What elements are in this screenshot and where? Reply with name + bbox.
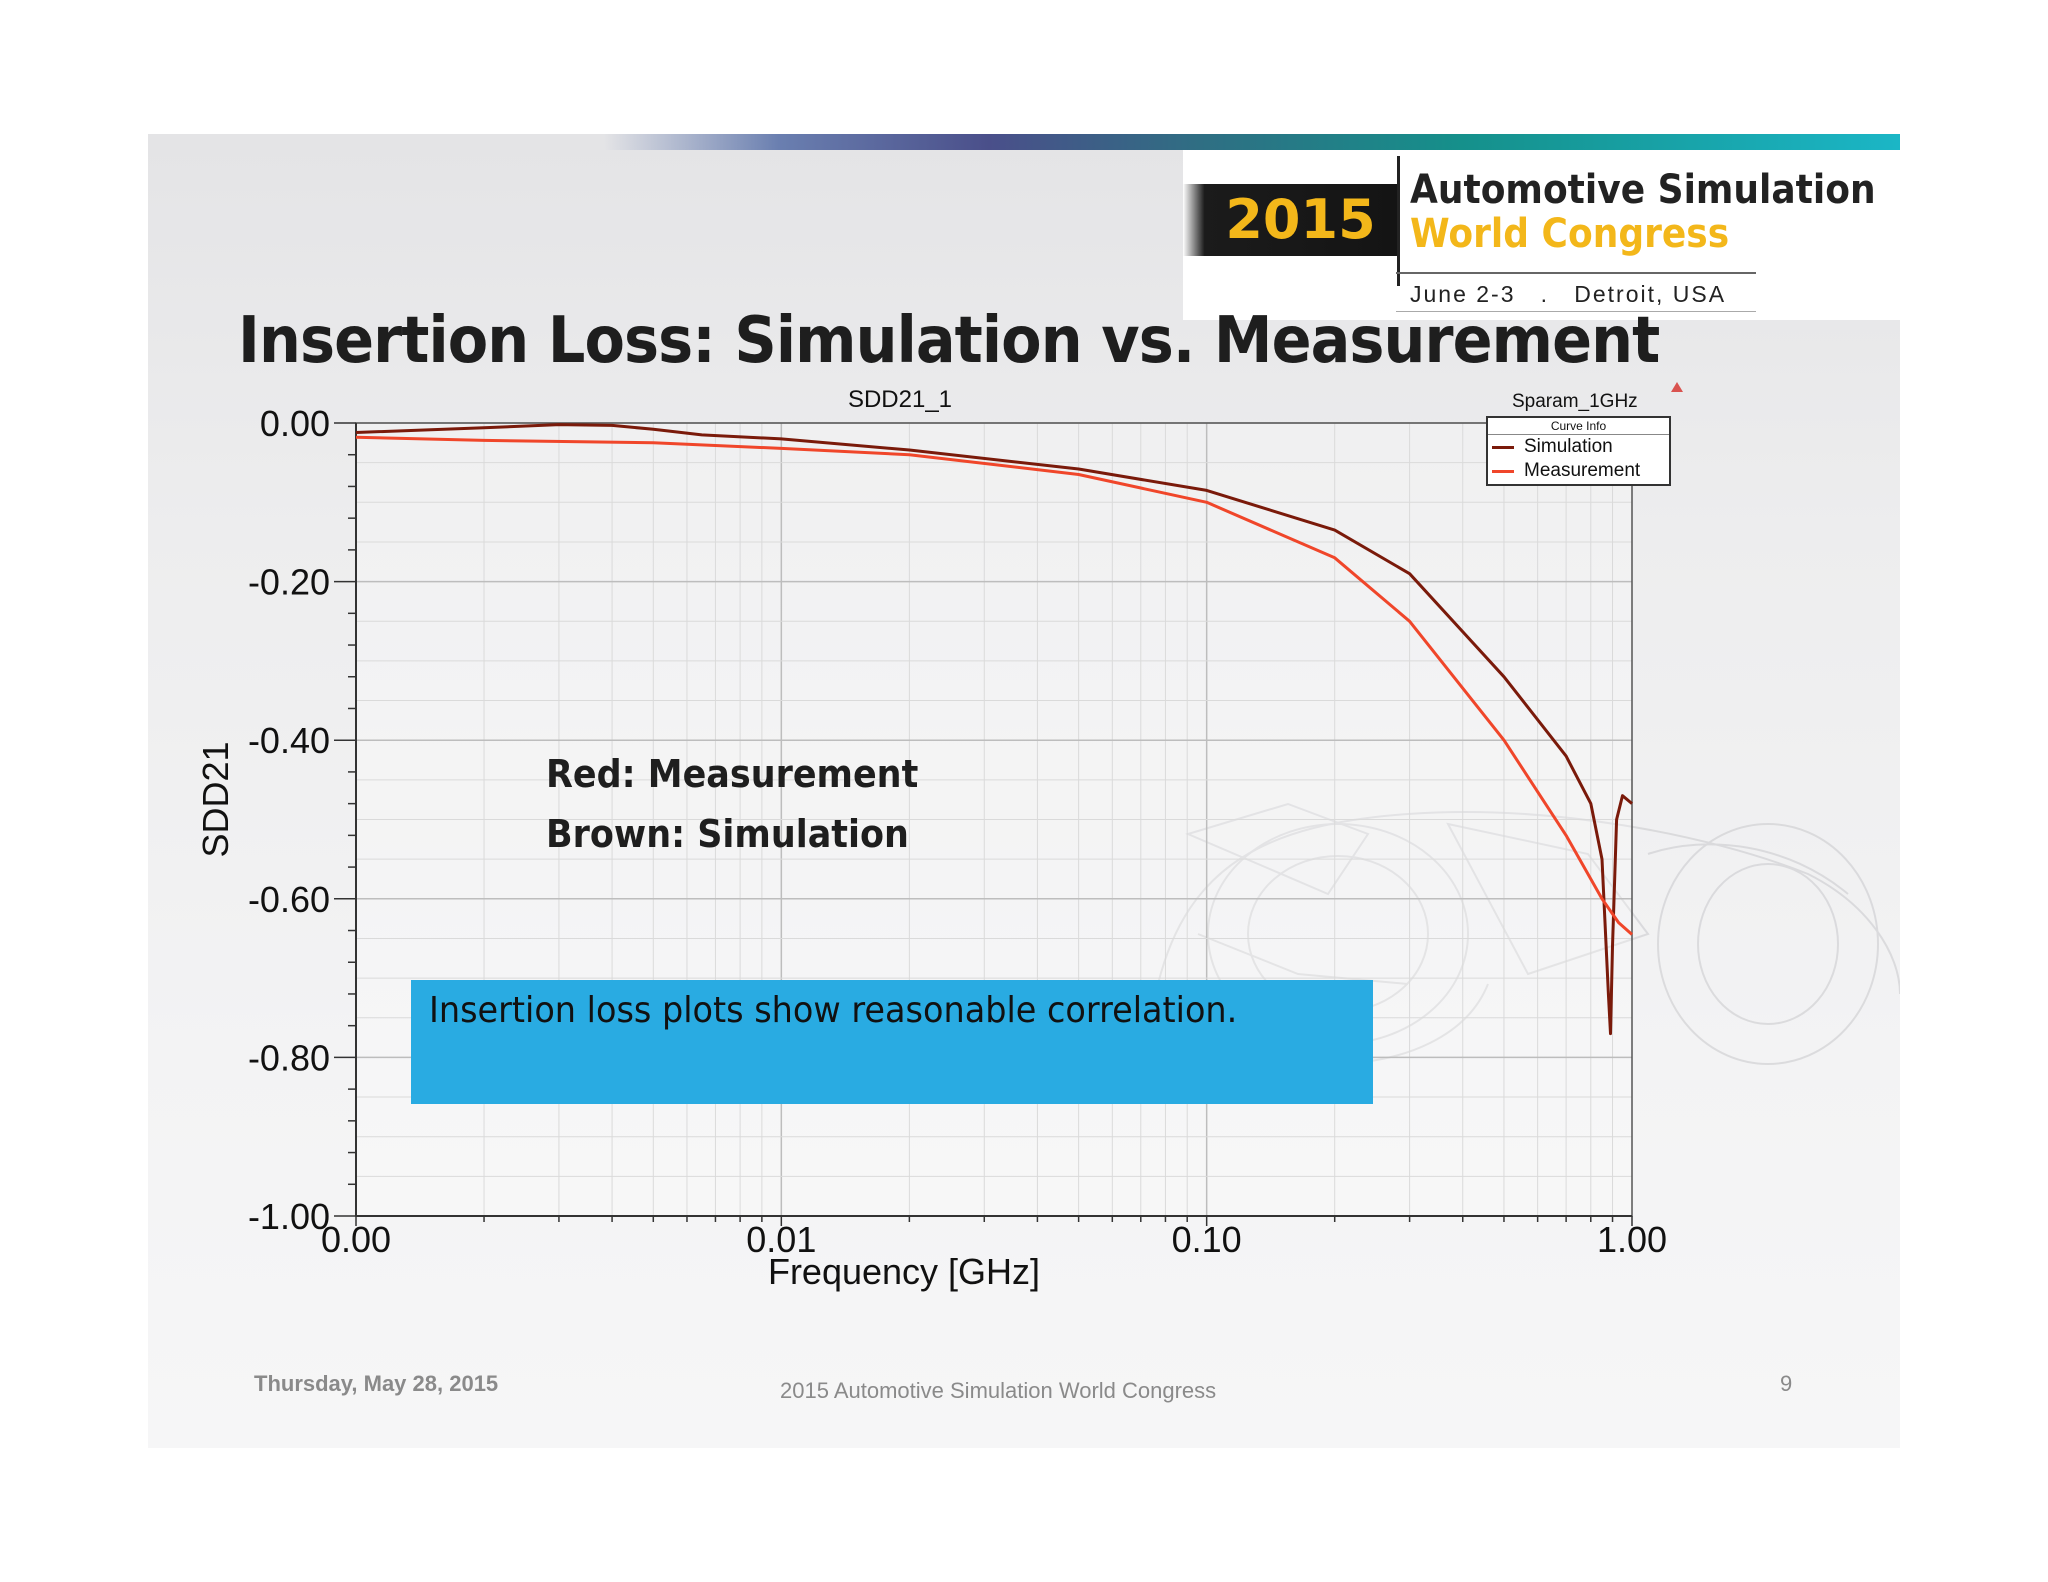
legend-title: Curve Info	[1488, 418, 1669, 435]
y-tick-label: -1.00	[248, 1196, 330, 1237]
slide: 2015 Automotive Simulation World Congres…	[148, 134, 1900, 1448]
chart-title: SDD21_1	[848, 386, 952, 413]
collapse-arrow-icon	[1671, 382, 1683, 392]
x-axis-title: Frequency [GHz]	[768, 1251, 1040, 1292]
y-tick-label: -0.80	[248, 1037, 330, 1078]
chart-corner-label: Sparam_1GHz	[1512, 391, 1638, 412]
x-tick-label: 0.10	[1172, 1219, 1242, 1260]
slide-title: Insertion Loss: Simulation vs. Measureme…	[238, 304, 1660, 378]
chart-axes	[334, 422, 1633, 1226]
footer-date: Thursday, May 28, 2015	[254, 1371, 499, 1396]
color-key-annotation: Red: Measurement Brown: Simulation	[546, 744, 918, 864]
x-tick-label: 0.01	[746, 1219, 816, 1260]
y-axis-title: SDD21	[195, 741, 236, 857]
conclusion-callout: Insertion loss plots show reasonable cor…	[411, 980, 1373, 1104]
legend-label-simulation: Simulation	[1524, 436, 1613, 457]
conference-name-line2: World Congress	[1410, 211, 1730, 257]
legend-swatch-simulation	[1492, 445, 1514, 449]
chart-legend: Curve Info Simulation Measurement	[1486, 416, 1671, 486]
conference-dates-location: June 2-3 . Detroit, USA	[1396, 272, 1756, 312]
annotation-red-measurement: Red: Measurement	[546, 752, 919, 796]
header-gradient-bar	[148, 134, 1900, 150]
conference-name-line1: Automotive Simulation	[1410, 167, 1876, 213]
legend-item-measurement: Measurement	[1488, 459, 1669, 483]
legend-item-simulation: Simulation	[1488, 435, 1669, 459]
insertion-loss-chart: 0.00-0.20-0.40-0.60-0.80-1.000.00 0.01 0.1…	[195, 382, 1683, 1292]
y-tick-label: -0.40	[248, 720, 330, 761]
page-number: 9	[1780, 1371, 1793, 1396]
y-tick-label: -0.60	[248, 879, 330, 920]
conference-year-badge: 2015	[1183, 184, 1398, 256]
conference-logo-text: Automotive Simulation World Congress	[1410, 167, 1876, 257]
logo-divider	[1397, 156, 1400, 286]
callout-text: Insertion loss plots show reasonable cor…	[429, 990, 1238, 1031]
legend-swatch-measurement	[1492, 469, 1514, 473]
footer-conference: 2015 Automotive Simulation World Congres…	[780, 1378, 1217, 1403]
legend-label-measurement: Measurement	[1524, 460, 1641, 481]
y-tick-label: 0.00	[260, 403, 330, 444]
x-tick-label: 0.00	[321, 1219, 391, 1260]
chart-series	[355, 423, 1633, 1036]
annotation-brown-simulation: Brown: Simulation	[546, 812, 909, 856]
y-tick-label: -0.20	[248, 562, 330, 603]
chart-labels: 0.00-0.20-0.40-0.60-0.80-1.000.00 0.01 0.1…	[195, 382, 1683, 1292]
x-tick-label: 1.00	[1597, 1219, 1667, 1260]
series-line-measurement	[355, 435, 1633, 936]
series-line-simulation	[355, 423, 1633, 1036]
